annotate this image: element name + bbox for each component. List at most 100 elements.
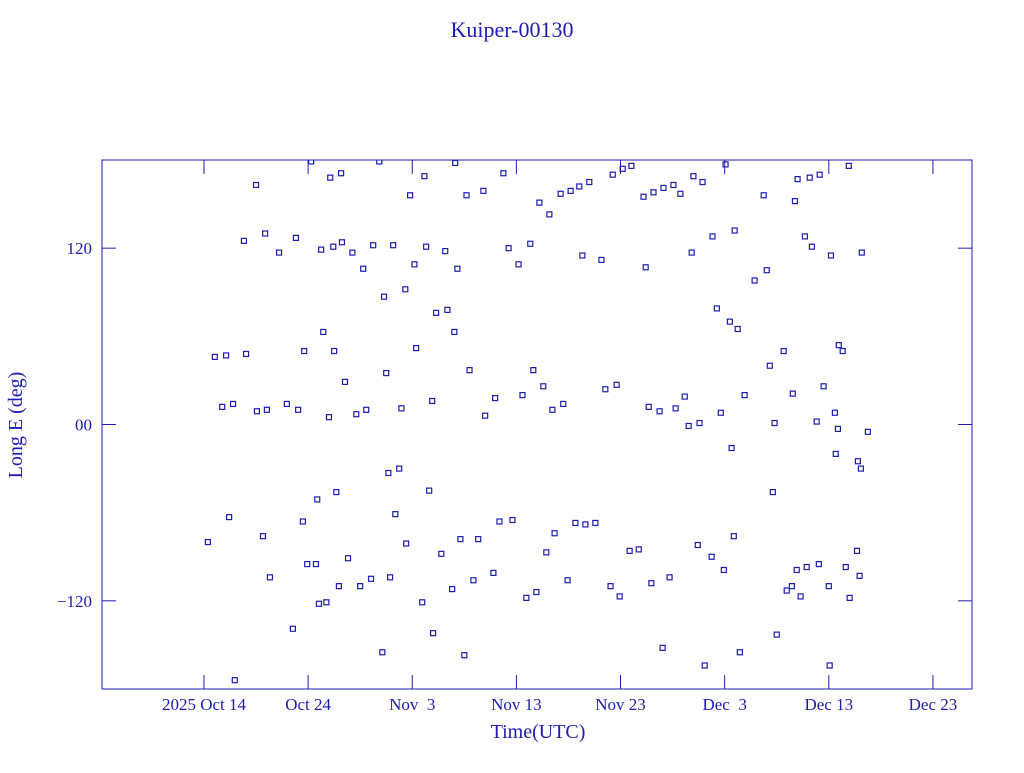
data-point <box>312 560 320 568</box>
data-point <box>820 383 827 390</box>
data-point <box>709 233 716 240</box>
data-point <box>656 408 663 415</box>
x-tick-label: 2025 Oct 14 <box>162 695 247 714</box>
data-point <box>572 519 579 527</box>
data-point <box>240 237 247 244</box>
data-point <box>788 583 796 590</box>
data-point <box>452 160 459 167</box>
data-point <box>266 574 274 581</box>
data-point <box>292 234 300 241</box>
data-point <box>660 184 667 192</box>
data-point <box>734 325 741 333</box>
data-point <box>864 428 871 435</box>
data-point <box>783 587 790 594</box>
data-point <box>846 594 853 601</box>
plot-area <box>204 160 871 684</box>
data-point <box>801 233 809 240</box>
chart-title: Kuiper-00130 <box>451 17 574 42</box>
data-point <box>444 306 451 313</box>
data-point <box>515 261 522 268</box>
data-point <box>832 450 839 457</box>
data-point <box>438 550 445 557</box>
data-point <box>523 594 530 601</box>
data-point <box>760 192 767 199</box>
data-point <box>341 378 349 385</box>
data-point <box>323 599 330 606</box>
data-point <box>398 405 405 412</box>
data-point <box>480 187 487 194</box>
data-point <box>835 342 842 349</box>
data-point <box>696 419 703 427</box>
y-tick-label: −120 <box>57 592 92 611</box>
data-point <box>466 367 473 374</box>
data-point <box>808 243 815 250</box>
data-point <box>797 593 804 600</box>
data-point <box>442 248 449 255</box>
data-point <box>845 162 852 169</box>
data-point <box>635 546 642 553</box>
data-point <box>803 563 810 571</box>
x-tick-label: Dec 13 <box>804 695 853 714</box>
data-point <box>771 419 778 427</box>
data-point <box>379 649 386 656</box>
data-point <box>363 406 370 413</box>
data-point <box>392 511 399 518</box>
data-point <box>396 465 403 472</box>
data-point <box>337 170 345 177</box>
x-axis-label: Time(UTC) <box>491 721 586 743</box>
data-point <box>454 265 461 272</box>
x-tick-label: Dec 3 <box>702 695 746 714</box>
data-point <box>685 422 692 430</box>
data-point <box>262 230 269 237</box>
data-point <box>628 162 635 169</box>
data-point <box>299 518 307 525</box>
data-point <box>530 367 537 374</box>
data-point <box>650 189 657 196</box>
y-tick-label: 120 <box>67 239 93 258</box>
data-point <box>423 243 430 250</box>
data-point <box>475 536 482 543</box>
data-point <box>304 560 311 568</box>
data-point <box>301 347 308 355</box>
y-tick-label: 00 <box>75 416 92 435</box>
data-point <box>831 409 838 416</box>
data-point <box>383 369 390 377</box>
data-point <box>457 536 464 543</box>
data-point <box>496 518 503 525</box>
data-point <box>858 249 865 256</box>
data-point <box>731 227 738 234</box>
data-point <box>602 386 609 393</box>
data-point <box>229 400 237 408</box>
data-point <box>482 412 489 419</box>
data-point <box>344 555 352 562</box>
data-point <box>413 344 420 352</box>
data-point <box>582 521 589 528</box>
data-point <box>794 176 801 183</box>
data-point <box>789 390 796 397</box>
data-point <box>613 381 620 388</box>
data-point <box>856 572 863 579</box>
data-point <box>607 583 614 590</box>
data-point <box>470 577 477 584</box>
data-point <box>681 393 688 400</box>
data-point <box>546 211 553 218</box>
data-point <box>815 560 822 568</box>
data-point <box>567 187 574 194</box>
data-point <box>708 553 715 560</box>
data-point <box>576 183 583 190</box>
data-point <box>640 193 647 200</box>
data-point <box>751 277 758 284</box>
data-point <box>253 408 261 415</box>
data-point <box>421 173 428 180</box>
data-point <box>736 649 743 656</box>
data-point <box>766 362 773 369</box>
data-point <box>335 583 343 590</box>
data-point <box>842 563 849 571</box>
data-point <box>283 400 290 408</box>
data-point <box>616 593 623 600</box>
data-point <box>579 252 586 259</box>
data-point <box>540 383 547 390</box>
data-point <box>505 245 512 252</box>
data-point <box>527 240 534 247</box>
data-point <box>543 549 550 556</box>
